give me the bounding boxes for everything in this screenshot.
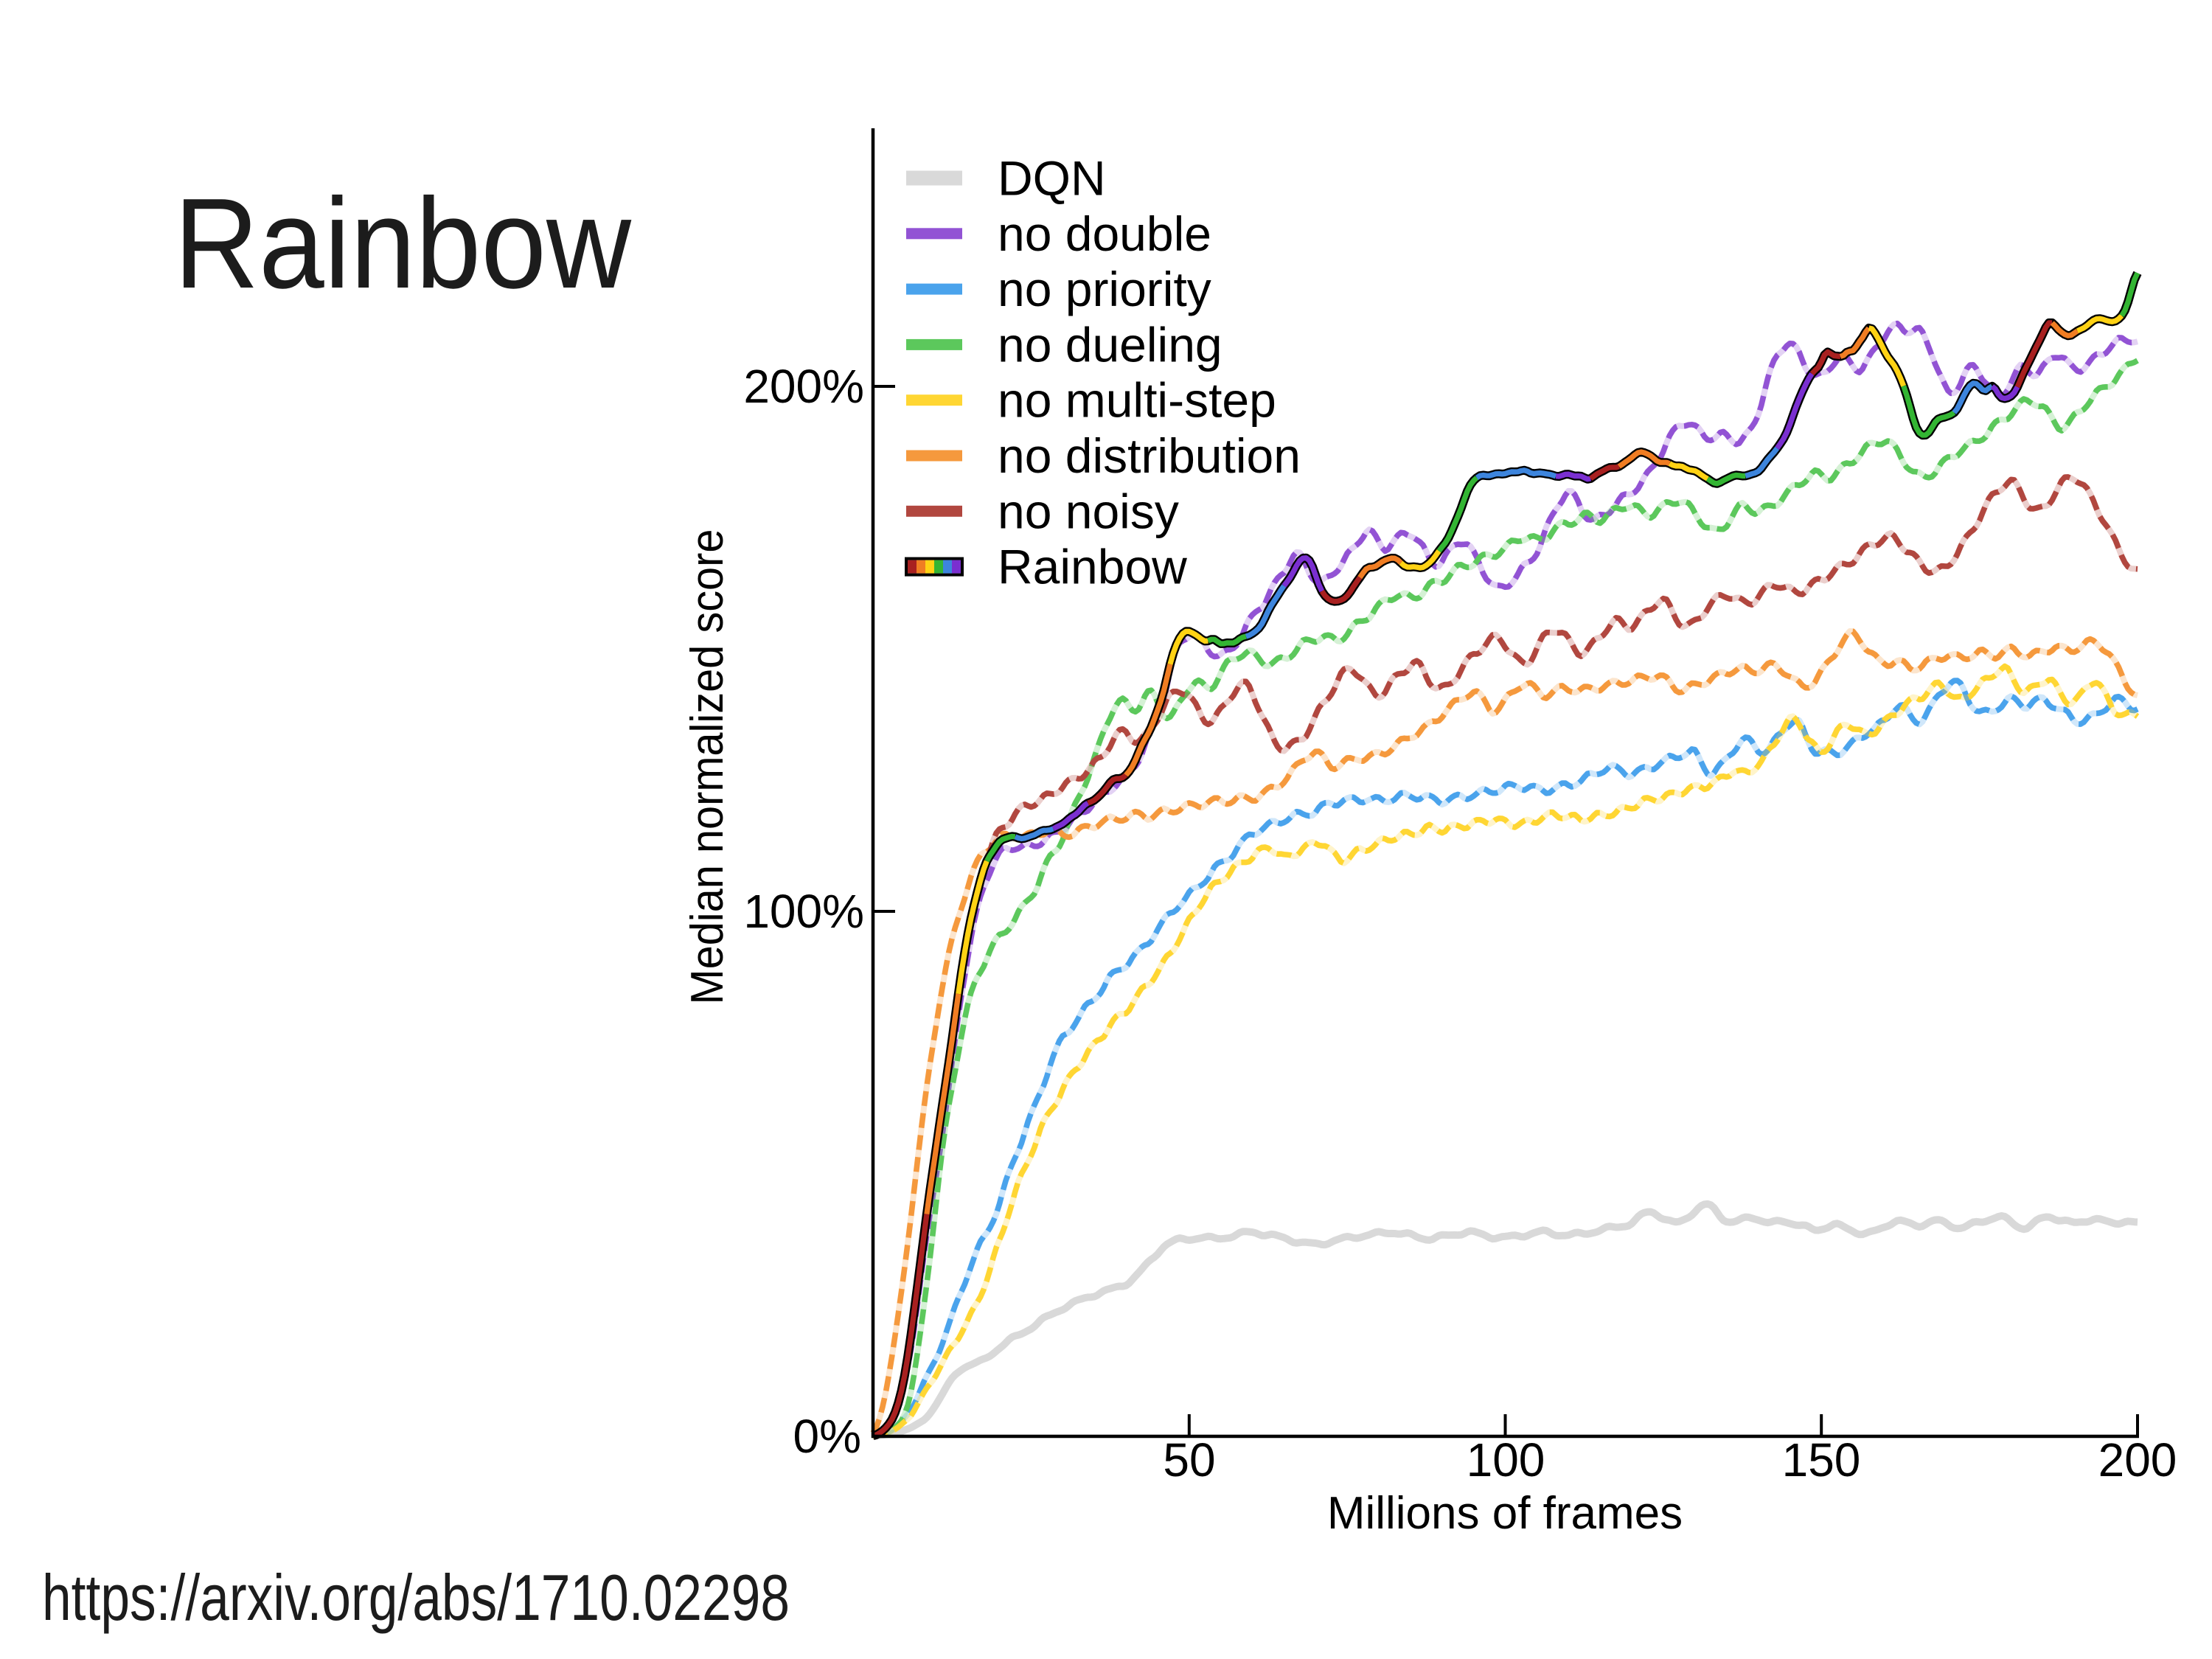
svg-text:0%: 0% [793, 1410, 862, 1463]
svg-text:no dueling: no dueling [998, 317, 1222, 372]
svg-text:Rainbow: Rainbow [998, 540, 1187, 594]
svg-text:no multi-step: no multi-step [998, 373, 1276, 428]
svg-text:no distribution: no distribution [998, 428, 1301, 483]
svg-text:Millions of frames: Millions of frames [1327, 1488, 1683, 1539]
svg-text:no noisy: no noisy [998, 484, 1179, 538]
svg-text:50: 50 [1163, 1433, 1215, 1486]
svg-text:no priority: no priority [998, 262, 1211, 316]
svg-text:100: 100 [1467, 1433, 1545, 1486]
svg-text:no double: no double [998, 206, 1211, 261]
svg-text:Rainbow: Rainbow [174, 171, 632, 315]
svg-text:150: 150 [1782, 1433, 1861, 1486]
svg-text:200: 200 [2098, 1433, 2177, 1486]
svg-text:Median normalized score: Median normalized score [682, 529, 733, 1005]
svg-text:100%: 100% [743, 885, 864, 938]
svg-text:200%: 200% [743, 360, 864, 413]
svg-text:https://arxiv.org/abs/1710.022: https://arxiv.org/abs/1710.02298 [42, 1561, 790, 1634]
svg-text:DQN: DQN [998, 151, 1106, 206]
